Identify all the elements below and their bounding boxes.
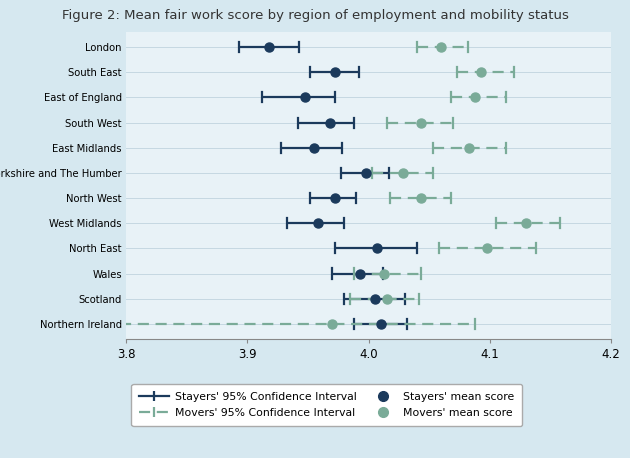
Text: Figure 2: Mean fair work score by region of employment and mobility status: Figure 2: Mean fair work score by region… — [62, 9, 568, 22]
Legend: Stayers' 95% Confidence Interval, Movers' 95% Confidence Interval, Stayers' mean: Stayers' 95% Confidence Interval, Movers… — [132, 384, 522, 426]
